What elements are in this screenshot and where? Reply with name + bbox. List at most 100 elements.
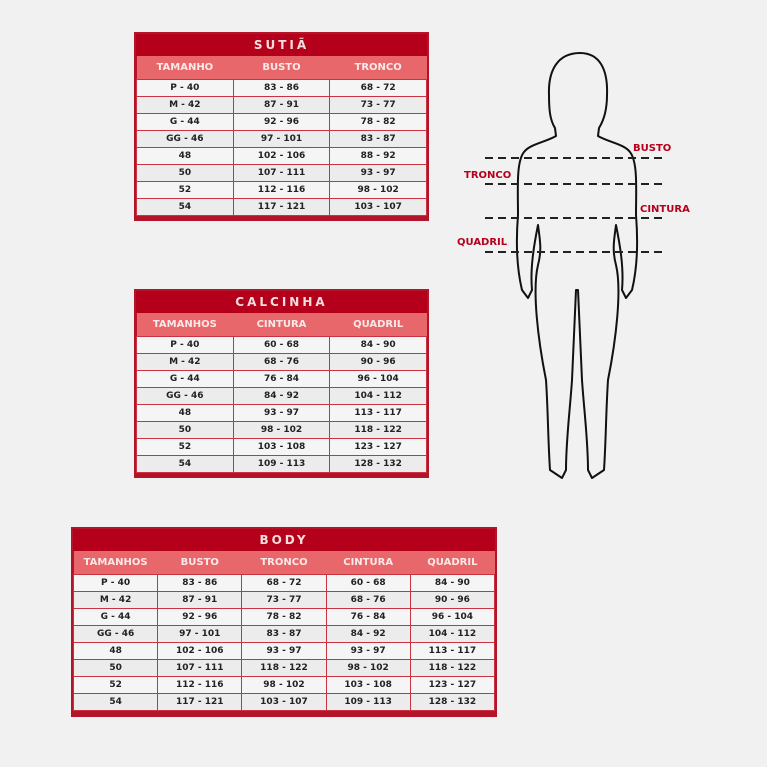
table-cell: 52 [72,676,159,694]
table-cell: 68 - 76 [232,353,331,371]
table-cell: 88 - 92 [329,147,427,165]
table-cell: 68 - 76 [325,591,411,609]
table-cell: 98 - 102 [232,421,331,439]
table-cell: 93 - 97 [232,404,331,422]
table-row: 50 98 - 102 118 - 122 [136,421,427,439]
cintura-label: CINTURA [640,204,690,215]
table-row: GG - 46 97 - 101 83 - 87 [136,130,427,148]
column-header: BUSTO [233,56,330,80]
table-cell: P - 40 [72,574,159,592]
table-cell: 78 - 82 [329,113,427,131]
table-cell: 93 - 97 [241,642,327,660]
table-cell: 103 - 108 [325,676,411,694]
column-header: TRONCO [241,551,327,575]
table-cell: G - 44 [136,113,234,131]
sutia-size-table: SUTIÃ TAMANHO BUSTO TRONCO P - 40 83 - 86 68 … [134,32,429,221]
table-cell: 128 - 132 [409,693,496,711]
table-row: 54 117 - 121 103 - 107 109 - 113 128 - 132 [72,693,496,711]
table-row: M - 42 68 - 76 90 - 96 [136,353,427,371]
table-row: 52 112 - 116 98 - 102 [136,181,427,199]
table-cell: 96 - 104 [409,608,496,626]
table-cell: 73 - 77 [241,591,327,609]
table-cell: 68 - 72 [329,79,427,97]
sutia-title: SUTIÃ [136,34,427,56]
table-cell: 118 - 122 [241,659,327,677]
table-cell: 104 - 112 [409,625,496,643]
table-cell: 98 - 102 [241,676,327,694]
body-size-table: BODY TAMANHOS BUSTO TRONCO CINTURA QUADRIL P … [71,527,497,717]
table-row: GG - 46 84 - 92 104 - 112 [136,387,427,405]
calcinha-size-table: CALCINHA TAMANHOS CINTURA QUADRIL P - 40 60 … [134,289,429,478]
table-row: M - 42 87 - 91 73 - 77 68 - 76 90 - 96 [72,591,496,609]
table-cell: 50 [136,164,234,182]
quadril-label: QUADRIL [457,237,508,248]
table-cell: M - 42 [136,96,234,114]
table-cell: 84 - 92 [325,625,411,643]
table-cell: 87 - 91 [232,96,331,114]
table-cell: 104 - 112 [329,387,427,405]
table-cell: 54 [136,455,234,473]
body-silhouette-icon [485,52,665,479]
table-row: GG - 46 97 - 101 83 - 87 84 - 92 104 - 112 [72,625,496,643]
table-row: 48 102 - 106 93 - 97 93 - 97 113 - 117 [72,642,496,660]
table-cell: 52 [136,181,234,199]
table-cell: 60 - 68 [232,336,331,354]
table-cell: 109 - 113 [232,455,331,473]
table-cell: 83 - 86 [232,79,331,97]
table-cell: P - 40 [136,79,234,97]
table-cell: 97 - 101 [157,625,243,643]
table-cell: 103 - 107 [241,693,327,711]
table-cell: 52 [136,438,234,456]
table-cell: M - 42 [136,353,234,371]
column-header: TAMANHOS [136,313,234,337]
table-cell: 93 - 97 [325,642,411,660]
table-cell: 84 - 90 [409,574,496,592]
table-cell: 93 - 97 [329,164,427,182]
table-row: 54 109 - 113 128 - 132 [136,455,427,473]
body-title: BODY [73,529,495,551]
table-cell: 96 - 104 [329,370,427,388]
table-cell: 98 - 102 [325,659,411,677]
silhouette-outline [515,52,639,479]
table-cell: 48 [136,147,234,165]
table-cell: 107 - 111 [232,164,331,182]
table-row: 48 93 - 97 113 - 117 [136,404,427,422]
table-row: P - 40 60 - 68 84 - 90 [136,336,427,354]
column-header: CINTURA [233,313,330,337]
busto-label: BUSTO [633,143,672,154]
column-header: TAMANHO [136,56,234,80]
table-cell: 50 [136,421,234,439]
column-header: CINTURA [326,551,411,575]
table-row: G - 44 76 - 84 96 - 104 [136,370,427,388]
table-row: 48 102 - 106 88 - 92 [136,147,427,165]
table-cell: GG - 46 [72,625,159,643]
table-cell: 48 [72,642,159,660]
table-cell: 83 - 87 [241,625,327,643]
table-cell: 73 - 77 [329,96,427,114]
table-cell: 83 - 87 [329,130,427,148]
table-row: G - 44 92 - 96 78 - 82 [136,113,427,131]
table-cell: 60 - 68 [325,574,411,592]
table-cell: 102 - 106 [157,642,243,660]
table-cell: 78 - 82 [241,608,327,626]
table-row: 50 107 - 111 93 - 97 [136,164,427,182]
table-cell: 54 [136,198,234,216]
table-cell: GG - 46 [136,130,234,148]
table-cell: 117 - 121 [232,198,331,216]
column-header: TAMANHOS [73,551,158,575]
table-cell: 90 - 96 [329,353,427,371]
table-row: P - 40 83 - 86 68 - 72 [136,79,427,97]
table-cell: 98 - 102 [329,181,427,199]
table-cell: 102 - 106 [232,147,331,165]
table-cell: 68 - 72 [241,574,327,592]
table-cell: 128 - 132 [329,455,427,473]
table-row: 52 112 - 116 98 - 102 103 - 108 123 - 127 [72,676,496,694]
column-header: BUSTO [157,551,242,575]
table-cell: 123 - 127 [329,438,427,456]
table-cell: 87 - 91 [157,591,243,609]
column-header: QUADRIL [329,313,427,337]
table-cell: G - 44 [72,608,159,626]
table-cell: 50 [72,659,159,677]
table-row: M - 42 87 - 91 73 - 77 [136,96,427,114]
table-cell: 54 [72,693,159,711]
